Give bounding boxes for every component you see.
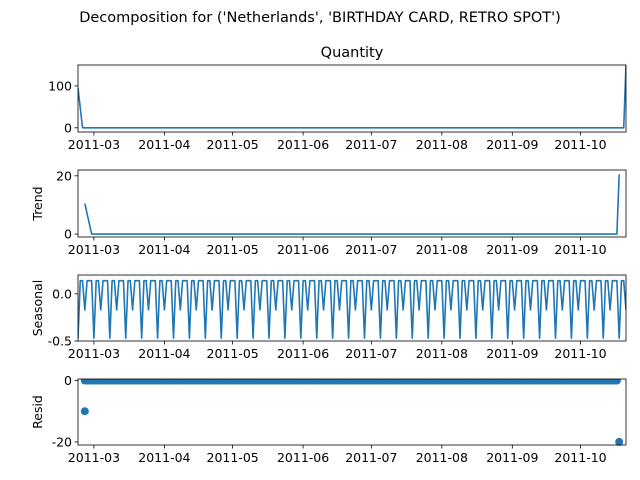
x-tick-label: 2011-04 xyxy=(138,242,190,257)
x-tick-label: 2011-05 xyxy=(207,450,259,465)
x-tick-label: 2011-08 xyxy=(416,450,468,465)
y-tick-label: 0.0 xyxy=(52,286,72,301)
seasonal-line xyxy=(78,279,626,339)
x-tick-label: 2011-04 xyxy=(138,137,190,152)
plot-area xyxy=(78,279,626,339)
panel-1: 0 100 2011-03 2011-04 2011-05 2011-06 2011-07 2… xyxy=(48,45,627,152)
axes-frame xyxy=(77,274,627,342)
x-tick-label: 2011-03 xyxy=(68,450,120,465)
x-tick-label: 2011-04 xyxy=(138,450,190,465)
x-tick-label: 2011-09 xyxy=(486,450,538,465)
x-tick-label: 2011-06 xyxy=(277,346,329,361)
x-tick-label: 2011-09 xyxy=(486,346,538,361)
y-tick-label: -0.5 xyxy=(48,334,72,349)
x-tick-label: 2011-10 xyxy=(554,450,606,465)
axes-frame xyxy=(77,169,627,238)
axes-frame xyxy=(77,378,627,446)
x-tick-label: 2011-05 xyxy=(207,242,259,257)
y-tick-label: -20 xyxy=(52,434,72,449)
resid-point xyxy=(612,379,621,385)
x-tick-label: 2011-03 xyxy=(68,242,120,257)
y-tick-label: 100 xyxy=(48,78,72,93)
panel-title: Quantity xyxy=(321,45,384,61)
plot-area xyxy=(80,379,621,385)
y-tick-label: 0 xyxy=(64,120,72,135)
plot-area xyxy=(84,174,620,235)
x-tick-label: 2011-09 xyxy=(486,137,538,152)
series-line xyxy=(84,174,620,235)
panels-group: 0 100 2011-03 2011-04 2011-05 2011-06 2011-07 2… xyxy=(30,45,627,465)
x-tick-label: 2011-06 xyxy=(277,137,329,152)
x-tick-label: 2011-06 xyxy=(277,450,329,465)
series-line xyxy=(78,65,626,129)
y-tick-label: 0 xyxy=(64,373,72,388)
resid-outlier-point xyxy=(615,437,624,446)
x-tick-label: 2011-08 xyxy=(416,242,468,257)
x-tick-label: 2011-09 xyxy=(486,242,538,257)
axes-frame xyxy=(77,64,627,133)
y-axis-label: Trend xyxy=(30,186,45,221)
y-tick-label: 0 xyxy=(64,227,72,242)
resid-outlier-point xyxy=(80,407,89,416)
x-tick-label: 2011-07 xyxy=(345,450,397,465)
figure-suptitle: Decomposition for ('Netherlands', 'BIRTH… xyxy=(79,10,561,26)
y-tick-label: 20 xyxy=(56,168,72,183)
y-axis-label: Seasonal xyxy=(30,280,45,337)
x-tick-label: 2011-05 xyxy=(207,137,259,152)
x-tick-label: 2011-04 xyxy=(138,346,190,361)
y-axis-label: Resid xyxy=(30,395,45,429)
plot-area xyxy=(78,65,626,129)
x-tick-label: 2011-08 xyxy=(416,137,468,152)
x-tick-label: 2011-03 xyxy=(68,346,120,361)
x-tick-label: 2011-06 xyxy=(277,242,329,257)
x-tick-label: 2011-07 xyxy=(345,242,397,257)
x-tick-label: 2011-10 xyxy=(554,137,606,152)
x-tick-label: 2011-07 xyxy=(345,137,397,152)
x-tick-label: 2011-10 xyxy=(554,346,606,361)
x-tick-label: 2011-03 xyxy=(68,137,120,152)
panel-2: 0 20 2011-03 2011-04 2011-05 2011-06 2011-07 20… xyxy=(30,168,627,257)
x-tick-label: 2011-05 xyxy=(207,346,259,361)
x-tick-label: 2011-08 xyxy=(416,346,468,361)
x-tick-label: 2011-07 xyxy=(345,346,397,361)
x-tick-label: 2011-10 xyxy=(554,242,606,257)
